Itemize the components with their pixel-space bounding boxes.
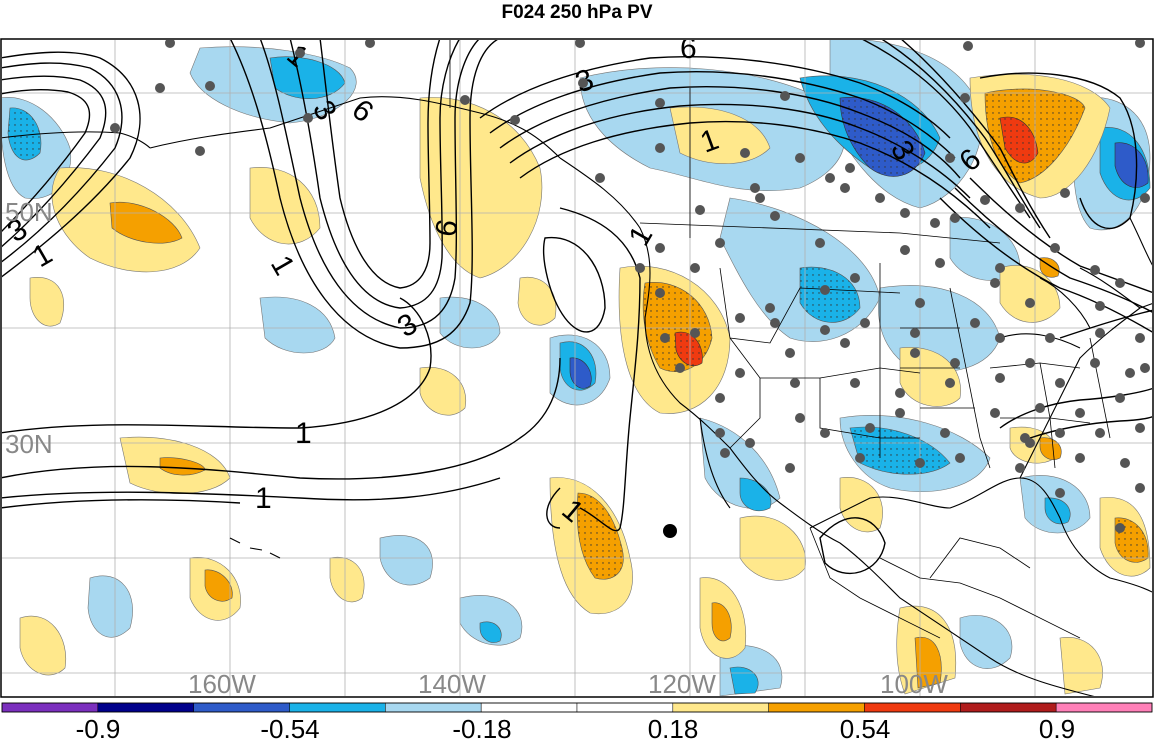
lon-label: 100W: [880, 669, 948, 698]
colorbar-swatch: [864, 702, 961, 713]
pv-contours: [2, 40, 1152, 574]
colorbar-swatch: [960, 702, 1057, 713]
colorbar-swatches: [1, 702, 1153, 713]
lat-label: 30N: [5, 429, 53, 459]
lon-label: 120W: [648, 669, 716, 698]
colorbar-swatch: [193, 702, 290, 713]
colorbar-frame: [1, 702, 1153, 713]
colorbar-label: -0.18: [452, 714, 511, 739]
colorbar-swatch: [1055, 702, 1153, 713]
contour-label: 1: [255, 482, 272, 515]
lon-label: 140W: [418, 669, 486, 698]
contour-label: 6: [346, 93, 380, 129]
lat-lon-grid: [2, 40, 1152, 696]
station-markers: [110, 40, 1150, 533]
state-borders: [449, 40, 1111, 639]
contour-label: 6: [429, 217, 464, 239]
colorbar-swatch: [576, 702, 674, 713]
colorbar-label: -0.9: [76, 714, 121, 739]
colorbar-swatch: [768, 702, 865, 713]
colorbar-swatch: [672, 702, 769, 713]
contour-label: 6: [680, 38, 697, 65]
map-frame: [0, 38, 1154, 698]
colorbar-swatch: [1, 702, 99, 713]
colorbar-swatch: [289, 702, 386, 713]
location-marker: [663, 524, 677, 538]
contour-label: 1: [622, 221, 659, 252]
stipple-overlay: [8, 88, 1149, 580]
lat-label: 50N: [5, 197, 53, 227]
contour-label: 1: [264, 250, 301, 281]
latitude-labels: 50N 30N: [5, 197, 53, 459]
map-title: F024 250 hPa PV: [501, 2, 653, 23]
pv-map: 1 3 6 6 3 1 1 1 1 3 6 1 3 6 3 1 1: [0, 38, 1154, 698]
colorbar-swatch: [480, 702, 578, 713]
contour-label: 1: [27, 237, 58, 274]
colorbar: -0.9 -0.54 -0.18 0.18 0.54 0.9: [1, 702, 1153, 739]
colorbar-label: 0.9: [1039, 714, 1075, 739]
longitude-labels: 160W 140W 120W 100W: [188, 669, 948, 698]
colorbar-label: 0.18: [648, 714, 699, 739]
colorbar-labels: -0.9 -0.54 -0.18 0.18 0.54 0.9: [76, 714, 1075, 739]
colorbar-swatch: [385, 702, 482, 713]
colorbar-swatch: [97, 702, 194, 713]
contour-label: 1: [295, 417, 312, 450]
colorbar-label: -0.54: [260, 714, 319, 739]
lon-label: 160W: [188, 669, 256, 698]
colorbar-label: 0.54: [840, 714, 891, 739]
